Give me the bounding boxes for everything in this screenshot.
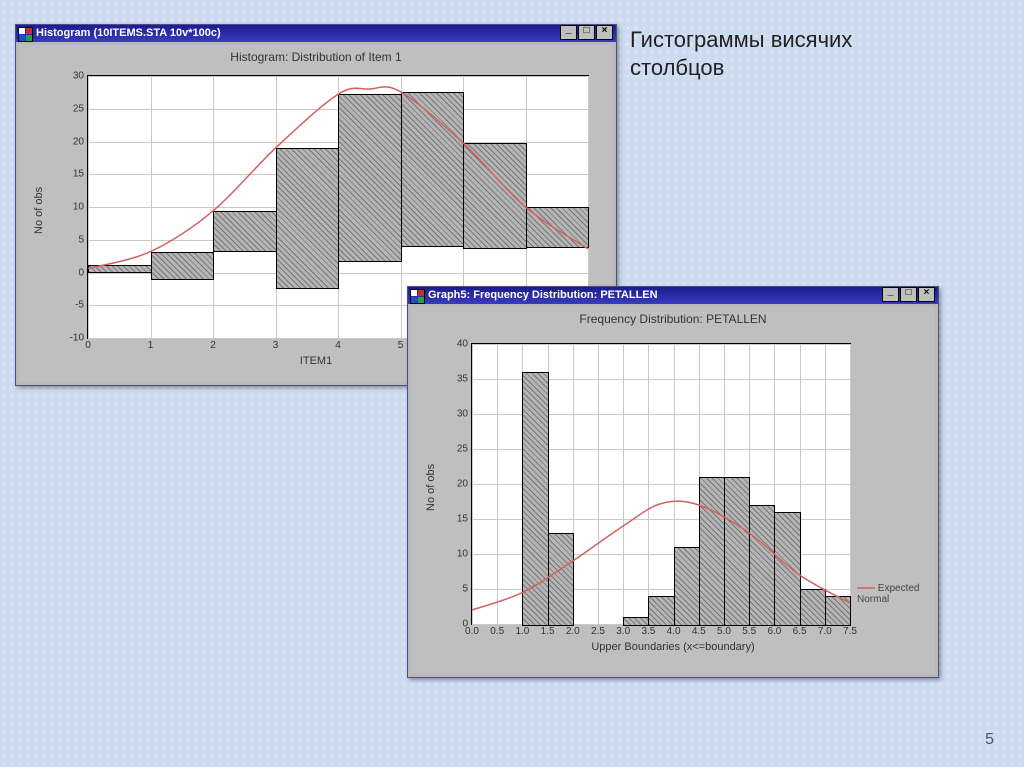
y-tick-label: 15 bbox=[73, 169, 88, 180]
titlebar[interactable]: Histogram (10ITEMS.STA 10v*100c) _ □ × bbox=[16, 25, 616, 42]
y-axis-label: No of obs bbox=[425, 464, 437, 511]
x-tick-label: 0.0 bbox=[465, 624, 479, 637]
x-tick-label: 2.5 bbox=[591, 624, 605, 637]
x-tick-label: 5 bbox=[398, 338, 404, 351]
y-tick-label: 10 bbox=[73, 202, 88, 213]
y-tick-label: 35 bbox=[457, 374, 472, 385]
x-axis-label: Upper Boundaries (x<=boundary) bbox=[411, 641, 935, 653]
y-tick-label: 5 bbox=[462, 584, 472, 595]
slide-heading: Гистограммы висячих столбцов bbox=[630, 26, 852, 81]
titlebar[interactable]: Graph5: Frequency Distribution: PETALLEN… bbox=[408, 287, 938, 304]
gridline-v bbox=[850, 344, 851, 624]
maximize-button[interactable]: □ bbox=[578, 25, 595, 40]
close-button[interactable]: × bbox=[596, 25, 613, 40]
y-tick-label: 20 bbox=[457, 479, 472, 490]
maximize-button[interactable]: □ bbox=[900, 287, 917, 302]
y-tick-label: 0 bbox=[78, 267, 88, 278]
y-tick-label: 25 bbox=[73, 103, 88, 114]
minimize-button[interactable]: _ bbox=[882, 287, 899, 302]
window-title: Graph5: Frequency Distribution: PETALLEN bbox=[428, 287, 658, 304]
heading-line2: столбцов bbox=[630, 55, 724, 80]
x-tick-label: 0.5 bbox=[490, 624, 504, 637]
app-icon bbox=[18, 27, 33, 42]
y-tick-label: 15 bbox=[457, 514, 472, 525]
close-button[interactable]: × bbox=[918, 287, 935, 302]
x-tick-label: 0 bbox=[85, 338, 91, 351]
y-tick-label: 40 bbox=[457, 339, 472, 350]
minimize-button[interactable]: _ bbox=[560, 25, 577, 40]
x-tick-label: 1 bbox=[148, 338, 154, 351]
y-tick-label: 30 bbox=[73, 71, 88, 82]
heading-line1: Гистограммы висячих bbox=[630, 27, 852, 52]
page-number: 5 bbox=[985, 731, 994, 749]
y-tick-label: 10 bbox=[457, 549, 472, 560]
y-tick-label: 20 bbox=[73, 136, 88, 147]
y-axis-label: No of obs bbox=[33, 187, 45, 234]
x-tick-label: 4 bbox=[335, 338, 341, 351]
app-icon bbox=[410, 289, 425, 304]
y-tick-label: -5 bbox=[75, 300, 88, 311]
legend: Expected Normal bbox=[857, 583, 927, 605]
x-tick-label: 3 bbox=[273, 338, 279, 351]
chart-title: Frequency Distribution: PETALLEN bbox=[411, 307, 935, 326]
y-tick-label: 30 bbox=[457, 409, 472, 420]
y-tick-label: 5 bbox=[78, 234, 88, 245]
chart-area: Frequency Distribution: PETALLEN 0510152… bbox=[411, 307, 935, 674]
chart-title: Histogram: Distribution of Item 1 bbox=[19, 45, 613, 64]
window-title: Histogram (10ITEMS.STA 10v*100c) bbox=[36, 25, 221, 42]
x-tick-label: 2 bbox=[210, 338, 216, 351]
window-frequency-petallen: Graph5: Frequency Distribution: PETALLEN… bbox=[407, 286, 939, 678]
plot-area: 05101520253035400.00.51.01.52.02.53.03.5… bbox=[471, 343, 851, 625]
expected-curve bbox=[472, 344, 850, 624]
y-tick-label: 25 bbox=[457, 444, 472, 455]
